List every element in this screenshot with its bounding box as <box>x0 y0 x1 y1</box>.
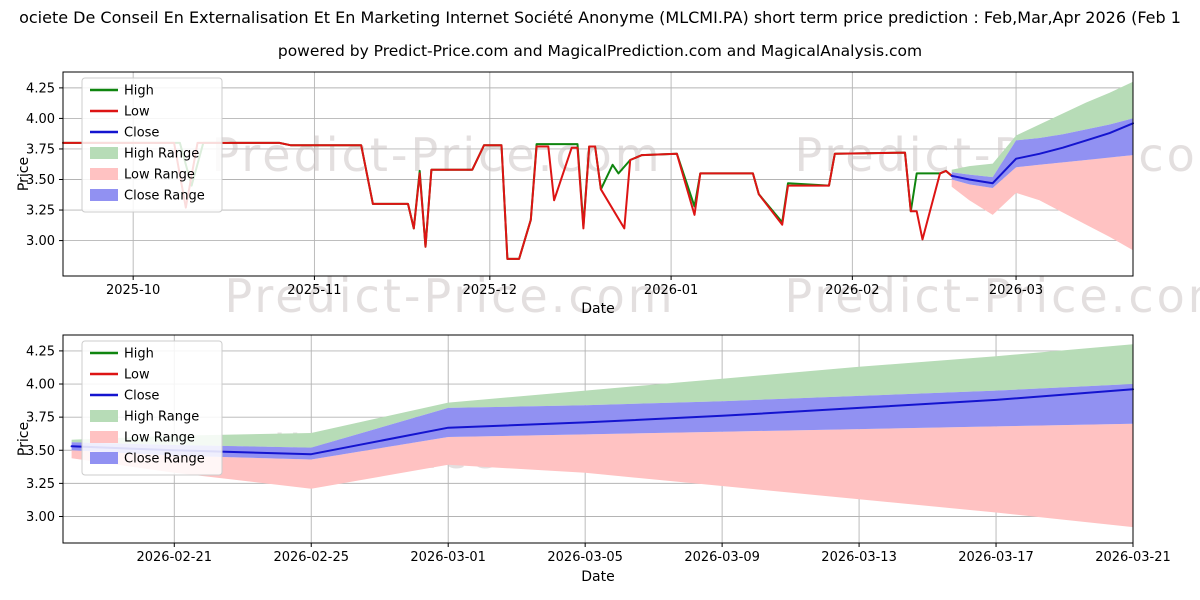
high-range-band <box>951 81 1133 178</box>
x-tick-label: 2026-03-13 <box>821 550 897 565</box>
y-tick-label: 4.00 <box>26 112 55 127</box>
watermark: Predict-Price.com <box>211 128 662 182</box>
y-axis-label: Price <box>16 157 32 191</box>
x-tick-label: 2025-10 <box>106 283 160 298</box>
low-range-band <box>951 155 1133 251</box>
legend-label: Close Range <box>124 189 205 204</box>
legend-label: Low Range <box>124 431 195 446</box>
y-tick-label: 3.25 <box>26 477 55 492</box>
watermark: Predict-Price.com <box>224 269 675 323</box>
forecast-detail: Predict-Price.comPredict-Price.com3.003.… <box>16 334 1171 585</box>
x-tick-label: 2026-02-21 <box>136 550 212 565</box>
legend-swatch-close_range <box>90 452 118 464</box>
y-tick-label: 3.75 <box>26 142 55 157</box>
chart-subtitle: powered by Predict-Price.com and Magical… <box>277 42 923 60</box>
legend-label: Close <box>124 126 159 141</box>
legend-label: High Range <box>124 147 199 162</box>
price-history-and-forecast: Predict-Price.com Predict-Price.com Predic… <box>16 71 1200 323</box>
plot-border <box>62 71 1134 277</box>
plot-border <box>62 334 1134 544</box>
x-tick-label: 2026-02-25 <box>273 550 349 565</box>
legend-label: Close <box>124 389 159 404</box>
y-tick-label: 3.50 <box>26 444 55 459</box>
x-tick-label: 2025-11 <box>287 283 341 298</box>
gridlines <box>63 72 1133 276</box>
y-tick-label: 3.50 <box>26 173 55 188</box>
x-tick-label: 2026-03-05 <box>547 550 623 565</box>
x-axis-label: Date <box>581 569 614 585</box>
y-tick-label: 3.00 <box>26 234 55 249</box>
x-tick-label: 2025-12 <box>463 283 517 298</box>
y-tick-label: 3.00 <box>26 510 55 525</box>
axis-ticks: 3.00 3.25 3.50 3.75 4.00 4.25 2026-02-21 2026-0… <box>26 344 1171 565</box>
legend-label: Close Range <box>124 452 205 467</box>
legend-swatch-low_range <box>90 168 118 180</box>
watermark: Predict-Price.com <box>784 269 1200 323</box>
legend-label: High <box>124 347 154 362</box>
legend-swatch-high_range <box>90 147 118 159</box>
high-range-band <box>71 344 1134 448</box>
x-tick-label: 2026-02 <box>825 283 879 298</box>
y-tick-label: 3.75 <box>26 411 55 426</box>
y-tick-label: 4.25 <box>26 81 55 96</box>
legend-label: Low <box>124 105 150 120</box>
x-tick-label: 2026-03 <box>989 283 1043 298</box>
legend: High Low Close High Range Low Range Close Ran… <box>81 340 223 476</box>
x-axis-label: Date <box>581 301 614 317</box>
legend-label: High Range <box>124 410 199 425</box>
axis-ticks: 3.00 3.25 3.50 3.75 4.00 4.25 2025-10 2025-11 20… <box>26 81 1043 298</box>
legend-swatch-low_range <box>90 431 118 443</box>
x-tick-label: 2026-03-09 <box>684 550 760 565</box>
y-axis-label: Price <box>16 422 32 456</box>
x-tick-label: 2026-03-17 <box>958 550 1034 565</box>
legend-label: Low <box>124 368 150 383</box>
legend-swatch-high_range <box>90 410 118 422</box>
close-line <box>950 122 1134 185</box>
low-range-band <box>71 423 1134 528</box>
legend-label: Low Range <box>124 168 195 183</box>
legend-label: High <box>124 84 154 99</box>
page-title: ociete De Conseil En Externalisation Et … <box>19 8 1181 27</box>
x-tick-label: 2026-03-01 <box>410 550 486 565</box>
y-tick-label: 3.25 <box>26 204 55 219</box>
legend: High Low Close High Range Low Range Close Ran… <box>81 77 223 213</box>
x-tick-label: 2026-01 <box>644 283 698 298</box>
y-tick-label: 4.00 <box>26 378 55 393</box>
legend-swatch-close_range <box>90 189 118 201</box>
low-line <box>62 141 953 260</box>
y-tick-label: 4.25 <box>26 344 55 359</box>
x-tick-label: 2026-03-21 <box>1095 550 1171 565</box>
